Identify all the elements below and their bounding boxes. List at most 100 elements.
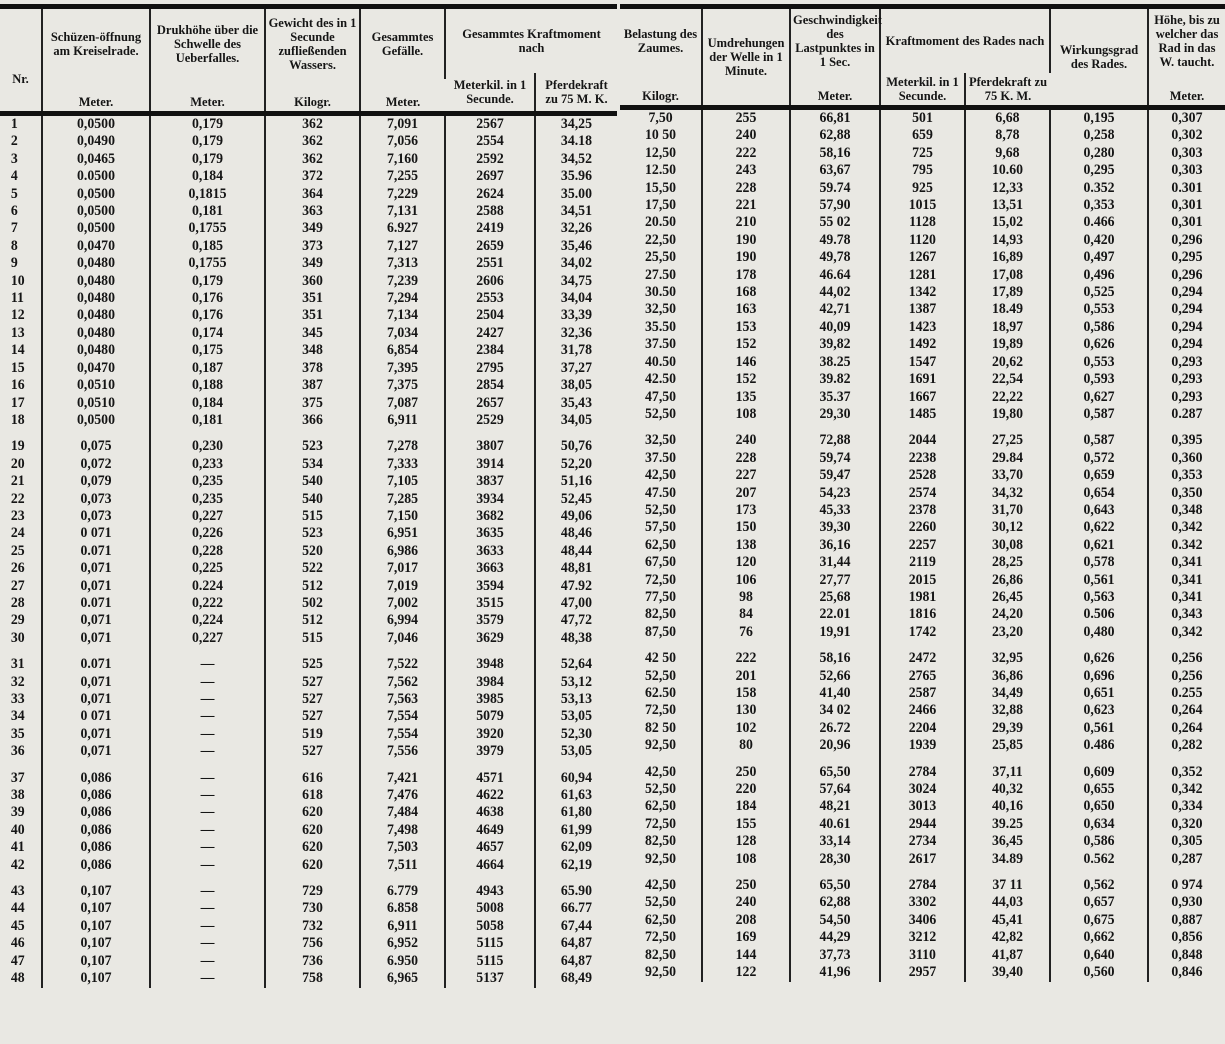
table-cell: 373	[268, 237, 358, 256]
table-cell: 7,484	[363, 804, 443, 822]
table-cell: 0,654	[1053, 484, 1145, 502]
table-cell: 0,174	[154, 324, 262, 343]
table-cell: 44,29	[793, 929, 878, 947]
table-cell: 7,255	[363, 168, 443, 186]
table-cell: 0,296	[1171, 266, 1203, 283]
table-cell: 173	[705, 501, 788, 520]
table-cell: 6,911	[363, 917, 443, 936]
table-cell: 14	[1, 342, 42, 360]
table-cell: —	[154, 708, 262, 726]
table-cell: —	[154, 935, 262, 953]
table-cell: 351	[268, 290, 358, 308]
table-cell: 0,179	[154, 133, 262, 151]
table-cell: 7,395	[363, 359, 443, 378]
table-cell: 0,075	[46, 438, 147, 456]
spacer-cell	[538, 647, 613, 656]
table-cell: 795	[883, 162, 963, 180]
table-row: 43 0,107 — 729 6.779 4943 65.90	[0, 883, 617, 901]
table-cell: 76	[705, 623, 788, 642]
table-cell: 1485	[883, 405, 963, 424]
table-cell: 2528	[883, 467, 963, 485]
table-row: 42 50 222 58,16 2472 32,95 0,626 0,256	[620, 650, 1225, 668]
spacer-cell	[1151, 423, 1222, 432]
table-cell: 0.071	[46, 542, 147, 561]
table-cell: 163	[705, 301, 788, 319]
table-row: 30.50 168 44,02 1342 17,89 0,525 0,294	[620, 284, 1225, 302]
table-cell: 0,561	[1053, 571, 1145, 589]
spacer-cell	[154, 874, 262, 884]
table-cell: 72,88	[793, 432, 878, 450]
table-cell: 0,235	[154, 473, 262, 491]
table-cell: 7,105	[363, 473, 443, 491]
table-cell: 240	[705, 127, 788, 145]
table-cell: 2529	[448, 411, 533, 430]
table-cell: 3914	[448, 455, 533, 474]
table-cell: 22,50	[623, 231, 700, 250]
table-cell: —	[154, 856, 262, 875]
table-cell: 13,51	[968, 197, 1048, 215]
table-row: 19 0,075 0,230 523 7,278 3807 50,76	[0, 438, 617, 456]
table-cell: 49,78	[793, 249, 878, 267]
spacer-cell	[883, 868, 963, 878]
table-cell: 1267	[883, 249, 963, 267]
table-cell: 58,16	[793, 650, 878, 668]
table-cell: 26,86	[968, 571, 1048, 589]
table-cell: 616	[268, 769, 358, 788]
table-cell: —	[154, 839, 262, 857]
table-cell: 0,293	[1171, 388, 1203, 405]
table-row: 92,50 122 41,96 2957 39,40 0,560 0,846	[620, 964, 1225, 982]
table-cell: 30,08	[968, 536, 1048, 555]
table-cell: 527	[268, 743, 358, 761]
table-cell: 16,89	[968, 249, 1048, 267]
table-cell: 52,50	[623, 405, 700, 424]
table-cell: 240	[705, 432, 788, 450]
table-cell: 32,88	[968, 702, 1048, 720]
spacer-cell	[268, 874, 358, 884]
table-cell: 0,185	[154, 237, 262, 256]
table-row: 9 0,0480 0,1755 349 7,313 2551 34,02	[0, 255, 617, 273]
table-cell: 7,034	[363, 324, 443, 343]
table-cell: 222	[705, 144, 788, 163]
table-cell: 255	[705, 110, 788, 128]
top-rule	[0, 4, 617, 9]
table-cell: 0,655	[1053, 781, 1145, 799]
table-cell: 502	[268, 594, 358, 613]
spacer-cell	[1151, 755, 1222, 764]
table-cell: 0,341	[1171, 571, 1203, 588]
table-cell: 0,264	[1171, 719, 1203, 736]
table-row: 32,50 163 42,71 1387 18.49 0,553 0,294	[620, 301, 1225, 319]
table-cell: 1667	[883, 388, 963, 406]
table-cell: 19	[1, 438, 42, 456]
table-cell: 3633	[448, 542, 533, 561]
table-row: 39 0,086 — 620 7,484 4638 61,80	[0, 804, 617, 822]
table-row: 12,50 222 58,16 725 9,68 0,280 0,303	[620, 144, 1225, 163]
table-cell: 0,525	[1053, 284, 1145, 302]
table-row: 47 0,107 — 736 6.950 5115 64,87	[0, 952, 617, 971]
table-cell: 7,285	[363, 490, 443, 508]
table-cell: 64,87	[560, 952, 592, 969]
table-cell: 24,20	[968, 606, 1048, 624]
table-row: 72,50 130 34 02 2466 32,88 0,623 0,264	[620, 702, 1225, 720]
table-row: 23 0,073 0,227 515 7,150 3682 49,06	[0, 507, 617, 526]
table-cell: 40,32	[968, 781, 1048, 799]
table-cell: 0,622	[1053, 519, 1145, 537]
table-cell: 47,50	[623, 388, 700, 406]
table-cell: 67,44	[560, 917, 592, 934]
table-cell: 190	[705, 249, 788, 267]
table-cell: —	[154, 769, 262, 788]
table-cell: 150	[705, 519, 788, 537]
table-cell: 364	[268, 185, 358, 204]
table-cell: 0,497	[1053, 249, 1145, 267]
table-cell: 3934	[448, 490, 533, 508]
table-cell: 0,296	[1171, 231, 1203, 248]
table-cell: 47,72	[560, 612, 592, 629]
table-cell: 63,67	[793, 162, 878, 180]
table-cell: 0,235	[154, 490, 262, 508]
table-cell: 45,33	[793, 501, 878, 520]
table-cell: 82 50	[623, 719, 700, 738]
table-cell: 0,395	[1171, 432, 1203, 449]
table-cell: 1492	[883, 336, 963, 354]
table-cell: 372	[268, 168, 358, 186]
table-cell: 82,50	[623, 606, 700, 624]
table-cell: 169	[705, 929, 788, 947]
